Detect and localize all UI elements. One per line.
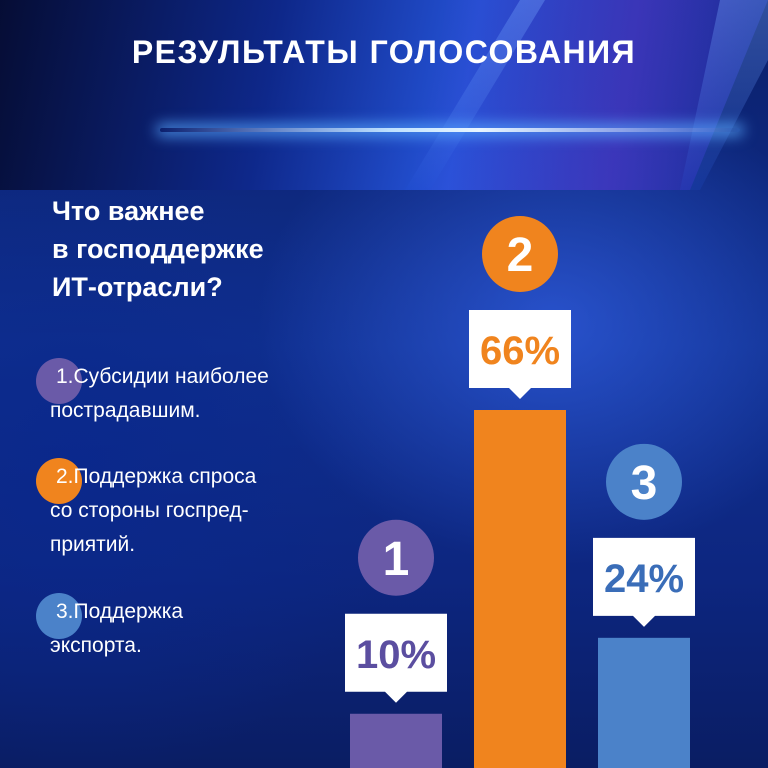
question-line: ИТ-отрасли?: [52, 272, 223, 302]
option-text: экспорта.: [50, 634, 142, 657]
category-label: 2: [507, 229, 534, 282]
value-label: 66%: [480, 329, 560, 373]
answer-option-1: 1.Субсидии наиболее пострадавшим.: [36, 358, 269, 428]
category-label: 3: [631, 457, 658, 510]
option-text: приятий.: [50, 533, 136, 556]
page-title: РЕЗУЛЬТАТЫ ГОЛОСОВАНИЯ: [131, 34, 637, 70]
value-label: 10%: [356, 633, 436, 677]
answer-option-3: 3.Поддержка экспорта.: [36, 593, 184, 663]
category-label: 1: [383, 533, 410, 586]
answer-option-2: 2.Поддержка спроса со стороны госпред- п…: [36, 458, 257, 562]
option-number: 3.: [56, 600, 74, 623]
value-label-box: [345, 613, 447, 703]
option-text: Субсидии наиболее: [73, 365, 269, 388]
value-label: 24%: [604, 557, 684, 601]
option-text: со стороны госпред-: [50, 499, 249, 522]
header-glow-line: [160, 128, 740, 132]
option-marker-circle: [36, 593, 82, 639]
option-text: Поддержка спроса: [73, 465, 257, 488]
category-circle: [358, 519, 434, 596]
value-label-box: [593, 537, 695, 627]
option-marker-circle: [36, 458, 82, 504]
option-text: Поддержка: [73, 600, 184, 623]
header-streak-glow: [0, 0, 768, 190]
option-marker-circle: [36, 358, 82, 404]
bar-2: [474, 410, 566, 768]
header-streak: [0, 0, 768, 190]
question-line: Что важнее: [52, 196, 205, 226]
option-number: 2.: [56, 465, 74, 488]
bar-3: [598, 637, 690, 768]
category-circle: [606, 443, 682, 520]
category-circle: [482, 216, 558, 292]
value-label-box: [469, 310, 571, 399]
question-line: в господдержке: [52, 234, 264, 264]
bar-1: [350, 713, 442, 768]
question-text: Что важнее в господдержке ИТ-отрасли?: [52, 192, 352, 306]
option-number: 1.: [56, 365, 74, 388]
option-text: пострадавшим.: [50, 399, 201, 422]
